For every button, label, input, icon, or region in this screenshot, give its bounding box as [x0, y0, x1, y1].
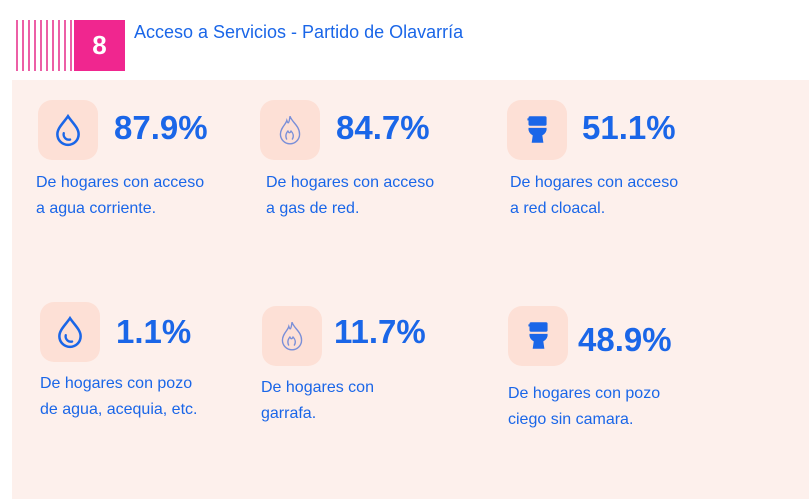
water-drop-icon	[38, 100, 98, 160]
stat-value: 87.9%	[114, 109, 208, 146]
stat-desc-line: de agua, acequia, etc.	[40, 401, 198, 418]
stats-panel	[12, 80, 809, 499]
stat-desc-line: a agua corriente.	[36, 200, 157, 217]
page-title: Acceso a Servicios - Partido de Olavarrí…	[134, 22, 464, 42]
stat-desc-line: De hogares con	[261, 379, 374, 396]
section-number-badge: 8	[74, 20, 125, 71]
stat-desc-line: De hogares con acceso	[36, 174, 205, 191]
stat-value: 1.1%	[116, 313, 192, 350]
stat-desc-line: garrafa.	[261, 405, 317, 422]
stat-desc-line: De hogares con pozo	[508, 385, 661, 402]
stat-desc-line: De hogares con acceso	[266, 174, 435, 191]
stat-desc-line: De hogares con acceso	[510, 174, 679, 191]
stat-desc-line: De hogares con pozo	[40, 375, 193, 392]
toilet-icon	[508, 306, 568, 366]
flame-icon	[262, 306, 322, 366]
stat-value: 11.7%	[334, 313, 426, 350]
flame-icon	[260, 100, 320, 160]
stat-desc-line: a red cloacal.	[510, 200, 606, 217]
stat-desc-line: a gas de red.	[266, 200, 360, 217]
stat-value: 51.1%	[582, 109, 676, 146]
stat-value: 48.9%	[578, 321, 672, 358]
stat-desc-line: ciego sin camara.	[508, 411, 634, 428]
stat-value: 84.7%	[336, 109, 430, 146]
toilet-icon	[507, 100, 567, 160]
water-drop-icon	[40, 302, 100, 362]
decorative-stripes	[16, 20, 73, 71]
